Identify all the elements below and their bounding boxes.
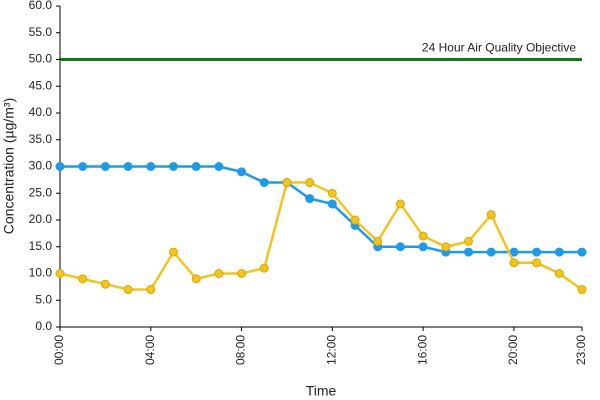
data-point [259, 263, 269, 273]
data-point [55, 162, 65, 171]
x-tick-label: 12:00 [325, 335, 339, 365]
y-tick-label: 20.0 [29, 212, 53, 226]
data-point [577, 247, 587, 257]
data-point [259, 178, 269, 188]
data-point [577, 285, 587, 295]
y-tick-label: 45.0 [29, 78, 53, 92]
data-point [214, 162, 224, 171]
y-tick-label: 50.0 [29, 52, 53, 66]
data-point [418, 231, 428, 241]
data-point [282, 178, 292, 188]
y-tick-label: 5.0 [35, 292, 52, 306]
data-point [78, 162, 88, 171]
data-point [486, 210, 496, 220]
data-point [191, 274, 201, 284]
x-tick-label: 04:00 [143, 335, 157, 365]
y-tick-label: 15.0 [29, 239, 53, 253]
data-point [123, 285, 133, 295]
x-tick-label: 00:00 [52, 335, 66, 365]
data-point [464, 247, 474, 257]
data-point [509, 258, 519, 268]
data-point [146, 162, 156, 171]
data-point [100, 162, 110, 171]
x-tick-label: 08:00 [234, 335, 248, 365]
data-point [237, 269, 247, 278]
data-point [418, 242, 428, 252]
series-line [59, 181, 583, 291]
y-tick-label: 0.0 [35, 319, 52, 333]
data-point [554, 247, 564, 257]
data-point [305, 178, 315, 188]
data-point [486, 247, 496, 257]
x-axis-title: Time [306, 383, 337, 399]
y-tick-label: 40.0 [29, 105, 53, 119]
data-point [350, 215, 360, 225]
x-tick-label: 23:00 [574, 335, 588, 365]
data-point [554, 269, 564, 278]
data-point [237, 167, 247, 177]
x-tick-label: 20:00 [506, 335, 520, 365]
data-point [327, 188, 337, 198]
y-tick-label: 35.0 [29, 132, 53, 146]
y-tick-label: 55.0 [29, 25, 53, 39]
data-point [395, 242, 405, 252]
y-tick-label: 25.0 [29, 185, 53, 199]
data-point [373, 236, 383, 246]
data-point [100, 279, 110, 289]
data-point [55, 269, 65, 278]
data-point [191, 162, 201, 171]
data-point [464, 236, 474, 246]
data-point [214, 269, 224, 278]
data-point [168, 247, 178, 257]
data-point [146, 285, 156, 295]
reference-label: 24 Hour Air Quality Objective [422, 41, 576, 55]
data-point [395, 199, 405, 209]
y-tick-label: 10.0 [29, 266, 53, 280]
data-point [168, 162, 178, 171]
data-point [532, 258, 542, 268]
y-tick-label: 30.0 [29, 159, 53, 173]
data-point [327, 199, 337, 209]
data-point [532, 247, 542, 257]
data-point [305, 194, 315, 204]
data-point [441, 242, 451, 252]
data-point [123, 162, 133, 171]
x-tick-label: 16:00 [415, 335, 429, 365]
y-tick-label: 60.0 [29, 0, 53, 12]
y-axis-title: Concentration (µg/m³) [1, 98, 17, 234]
data-point [78, 274, 88, 284]
